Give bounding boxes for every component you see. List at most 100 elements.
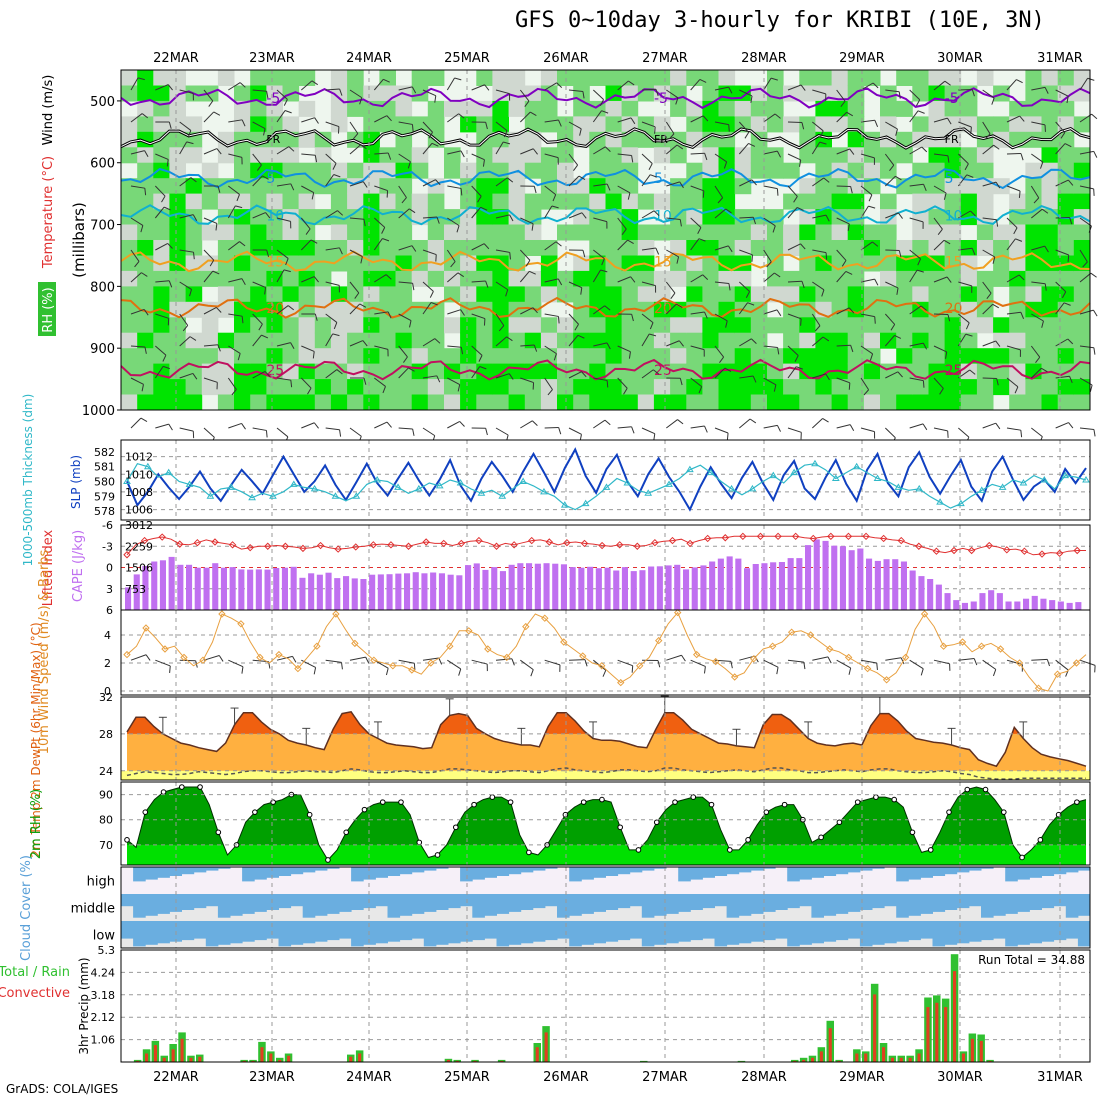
rh-cell bbox=[589, 147, 606, 163]
rh-cell bbox=[864, 333, 881, 349]
surface-wind-barb-shaft bbox=[131, 418, 141, 428]
rh-cell bbox=[509, 395, 526, 411]
rh-cell bbox=[961, 271, 978, 287]
cloud-row-label-low: low bbox=[93, 929, 116, 944]
rh-cell bbox=[396, 271, 413, 287]
cape-bar bbox=[230, 567, 236, 610]
precip-convective-bar bbox=[163, 1058, 166, 1062]
cape-bar bbox=[700, 565, 706, 610]
surface-wind-barb-shaft bbox=[277, 428, 288, 437]
rh-point bbox=[380, 800, 385, 805]
cape-bar bbox=[282, 568, 288, 610]
cape-bar bbox=[326, 573, 332, 610]
rh-cell bbox=[815, 178, 832, 194]
rh-cell bbox=[492, 70, 509, 86]
cloud-cell-high bbox=[593, 867, 606, 878]
cloud-cell-middle bbox=[908, 894, 921, 916]
rh-cell bbox=[751, 163, 768, 179]
cloud-cell-high bbox=[920, 867, 933, 878]
rh-cell bbox=[783, 348, 800, 364]
rh-cell bbox=[541, 101, 558, 117]
rh-cell bbox=[783, 395, 800, 411]
rh-cell bbox=[492, 395, 509, 411]
rh-cell bbox=[783, 225, 800, 241]
rh-cell bbox=[137, 256, 154, 272]
rh-cell bbox=[412, 379, 429, 395]
rh-cell bbox=[719, 286, 736, 302]
rh-cell bbox=[234, 256, 251, 272]
rh-cell bbox=[654, 225, 671, 241]
rh-cell bbox=[396, 379, 413, 395]
rh-cell bbox=[266, 225, 283, 241]
cape-bar bbox=[761, 563, 767, 610]
cape-bar bbox=[474, 563, 480, 610]
rh-cell bbox=[799, 70, 816, 86]
date-label-bottom-9: 31MAR bbox=[1037, 1070, 1083, 1085]
cloud-cell-middle bbox=[1029, 894, 1042, 910]
slp-panel-bg bbox=[121, 440, 1090, 520]
legend-wind-label: Wind (m/s) bbox=[41, 75, 56, 146]
date-label-bottom-1: 23MAR bbox=[249, 1070, 295, 1085]
rh-cell bbox=[396, 225, 413, 241]
rh-cell bbox=[347, 395, 364, 411]
rh-cell bbox=[266, 348, 283, 364]
rh-cell bbox=[1074, 116, 1091, 132]
rh-cell bbox=[557, 379, 574, 395]
surface-wind-barb-flag bbox=[169, 424, 173, 430]
rh-cell bbox=[686, 395, 703, 411]
rh-cell bbox=[719, 271, 736, 287]
upper-wind-barb-flag bbox=[510, 252, 511, 259]
rh-cell bbox=[751, 116, 768, 132]
cloud-cell-high bbox=[363, 867, 376, 880]
rh-cell bbox=[945, 194, 962, 210]
cloud-cell-high bbox=[412, 867, 425, 872]
cloud-cell-low bbox=[702, 921, 715, 939]
cloud-cell-middle bbox=[993, 894, 1006, 916]
cloud-cell-middle bbox=[182, 894, 195, 910]
rh-cell bbox=[589, 317, 606, 333]
rh-cell bbox=[202, 163, 219, 179]
isotherm-label-25-1: 25 bbox=[654, 363, 672, 379]
rh-cell bbox=[880, 86, 897, 102]
surface-wind-barb-shaft bbox=[958, 428, 969, 437]
rh-point bbox=[362, 807, 367, 812]
rh-cell bbox=[218, 364, 235, 380]
rh-cell bbox=[476, 379, 493, 395]
isotherm-label-FR-2: FR bbox=[945, 133, 959, 146]
rh-cell bbox=[186, 395, 203, 411]
surface-wind-barb-flag bbox=[266, 430, 267, 437]
rh-cell bbox=[250, 70, 267, 86]
rh-cell bbox=[121, 395, 138, 411]
surface-wind-barb-shaft bbox=[910, 424, 923, 428]
rh-cell bbox=[250, 240, 267, 256]
cloud-cell-low bbox=[1029, 921, 1042, 943]
thickness-tick-582: 582 bbox=[94, 446, 115, 459]
rh-cell bbox=[896, 348, 913, 364]
rh-cell bbox=[912, 86, 929, 102]
li-tick-3: 3 bbox=[106, 583, 113, 596]
rh-cell bbox=[250, 379, 267, 395]
rh-cell bbox=[121, 147, 138, 163]
rh-cell bbox=[589, 178, 606, 194]
cloud-cell-high bbox=[933, 867, 946, 876]
rh-cell bbox=[379, 147, 396, 163]
rh-cell bbox=[396, 194, 413, 210]
rh-cell bbox=[412, 86, 429, 102]
rh-cell bbox=[315, 286, 332, 302]
cloud-cell-low bbox=[388, 921, 401, 942]
rh-point bbox=[472, 802, 477, 807]
cloud-cell-high bbox=[242, 867, 255, 881]
surface-wind-barb-shaft bbox=[715, 428, 728, 433]
rh-cell bbox=[557, 271, 574, 287]
cloud-cell-middle bbox=[533, 894, 546, 908]
rh-cell bbox=[186, 194, 203, 210]
rh-cell bbox=[638, 240, 655, 256]
cloud-cell-middle bbox=[375, 894, 388, 906]
upper-wind-barb-flag bbox=[1068, 255, 1069, 262]
rh-point bbox=[307, 812, 312, 817]
rh-cell bbox=[670, 379, 687, 395]
rh-cell bbox=[961, 379, 978, 395]
cloud-cell-middle bbox=[884, 894, 897, 906]
pressure-tick-500: 500 bbox=[90, 95, 115, 110]
rh-point bbox=[125, 838, 130, 843]
